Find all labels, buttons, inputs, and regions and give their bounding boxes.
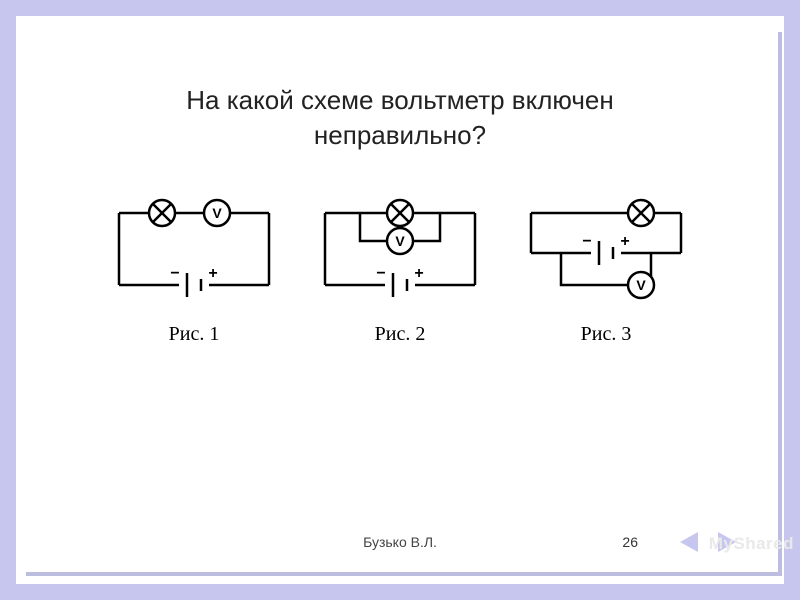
footer-author: Бузько В.Л. bbox=[22, 534, 778, 550]
plus-sign: + bbox=[414, 265, 423, 282]
caption-1: Рис. 1 bbox=[104, 323, 284, 346]
question-title: На какой схеме вольтметр включен неправи… bbox=[22, 28, 778, 163]
circuit-2-svg: V − + bbox=[315, 193, 485, 313]
border-bottom bbox=[0, 584, 800, 600]
minus-sign: − bbox=[582, 233, 591, 250]
plus-sign: + bbox=[620, 233, 629, 250]
slide-content: На какой схеме вольтметр включен неправи… bbox=[22, 28, 778, 572]
nav-buttons-svg bbox=[678, 527, 748, 557]
circuit-2: V − + Рис. 2 bbox=[310, 193, 490, 346]
svg-text:V: V bbox=[395, 233, 405, 249]
circuit-3-svg: V − + bbox=[521, 193, 691, 313]
title-line-2: неправильно? bbox=[314, 120, 486, 150]
next-icon[interactable] bbox=[718, 532, 736, 552]
nav-buttons bbox=[678, 527, 748, 562]
border-right bbox=[784, 0, 800, 600]
plus-sign: + bbox=[208, 265, 217, 282]
slide: На какой схеме вольтметр включен неправи… bbox=[0, 0, 800, 600]
border-top bbox=[0, 0, 800, 16]
voltmeter-icon: V bbox=[628, 272, 654, 298]
lamp-icon bbox=[628, 200, 654, 226]
minus-sign: − bbox=[170, 265, 179, 282]
lamp-icon bbox=[387, 200, 413, 226]
voltmeter-icon: V bbox=[387, 228, 413, 254]
prev-icon[interactable] bbox=[680, 532, 698, 552]
circuit-1-svg: V − + bbox=[109, 193, 279, 313]
border-left bbox=[0, 0, 16, 600]
lamp-icon bbox=[149, 200, 175, 226]
circuit-1: V − + Рис. 1 bbox=[104, 193, 284, 346]
caption-2: Рис. 2 bbox=[310, 323, 490, 346]
voltmeter-icon: V bbox=[204, 200, 230, 226]
caption-3: Рис. 3 bbox=[516, 323, 696, 346]
svg-text:V: V bbox=[212, 205, 222, 221]
svg-text:V: V bbox=[636, 277, 646, 293]
circuit-3: V − + Рис. 3 bbox=[516, 193, 696, 346]
minus-sign: − bbox=[376, 265, 385, 282]
title-line-1: На какой схеме вольтметр включен bbox=[186, 85, 613, 115]
circuits-row: V − + Рис. 1 bbox=[22, 193, 778, 346]
page-number: 26 bbox=[622, 534, 638, 550]
